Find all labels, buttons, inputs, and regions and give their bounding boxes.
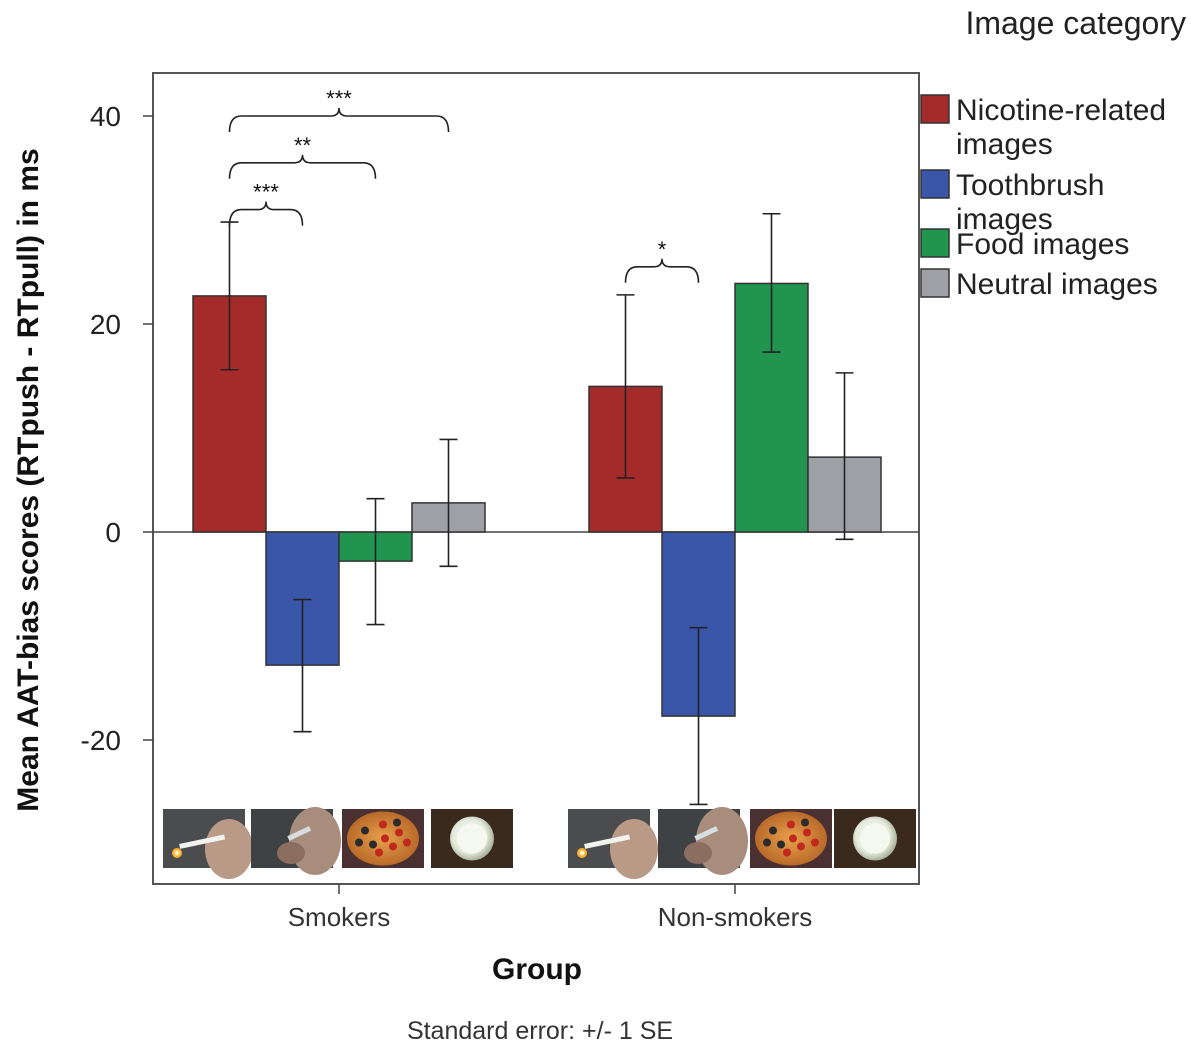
thumbnails-layer [163,807,916,879]
toothbrush-thumbnail [251,807,341,875]
cigarette-thumbnail [568,809,658,879]
pizza-thumbnail [750,809,832,868]
legend-swatch [920,268,950,298]
footnote: Standard error: +/- 1 SE [407,1017,673,1044]
significance-bracket: * [624,237,700,283]
significance-bracket: *** [228,86,450,133]
error-bar [762,212,781,353]
error-bar [689,626,708,806]
legend-entry: Neutral images [920,268,1158,301]
significance-label: *** [326,86,352,111]
y-tick-label: 0 [105,517,121,548]
legend-label: images [956,128,1053,161]
cigarette-thumbnail [163,809,253,879]
bowl-thumbnail [431,809,513,868]
y-tick-label: 40 [90,101,121,132]
y-axis-label: Mean AAT-bias scores (RTpush - RTpull) i… [12,148,45,811]
legend-entry: Food images [920,228,1129,261]
y-tick-label: 20 [90,309,121,340]
error-bars-layer [220,212,854,806]
x-axis: Smokers Non-smokers [288,884,813,932]
significance-label: * [658,237,667,262]
significance-label: *** [253,180,279,205]
y-axis: -20 0 20 40 [81,101,153,756]
error-bar [835,372,854,541]
pizza-thumbnail [342,809,424,868]
significance-layer: ********* [228,86,700,283]
toothbrush-thumbnail [658,807,748,875]
legend-swatch [920,228,950,258]
legend-label: images [956,203,1053,236]
legend-label: Neutral images [956,268,1158,301]
bowl-thumbnail [834,809,916,868]
legend-label: Food images [956,228,1129,261]
legend-label: Toothbrush [956,169,1104,202]
error-bar [439,438,458,568]
significance-bracket: ** [228,133,377,179]
y-tick-label: -20 [81,725,121,756]
x-tick-label-non-smokers: Non-smokers [658,902,813,932]
legend-title: Image category [965,5,1186,41]
legend: Nicotine-relatedimagesToothbrushimagesFo… [920,94,1166,301]
legend-swatch [920,94,950,124]
x-axis-label: Group [492,953,582,986]
legend-swatch [920,169,950,199]
legend-label: Nicotine-related [956,94,1166,127]
error-bar [293,598,312,733]
significance-bracket: *** [228,180,304,226]
error-bar [366,497,385,626]
significance-label: ** [294,133,312,158]
error-bar [616,294,635,479]
x-tick-label-smokers: Smokers [288,902,391,932]
